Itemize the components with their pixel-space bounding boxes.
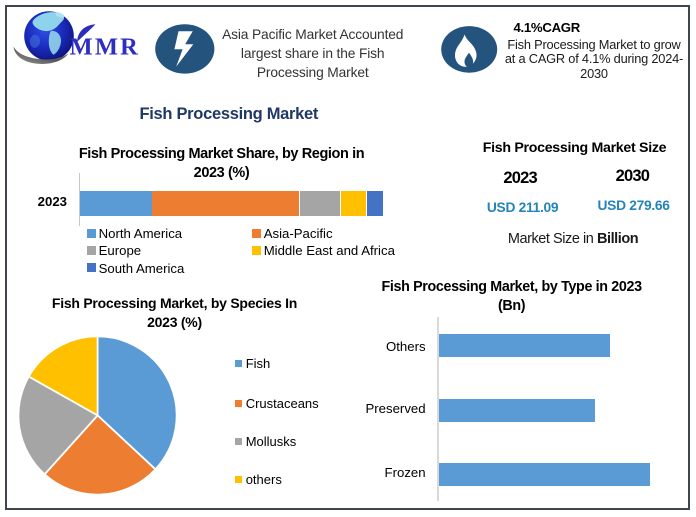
svg-text:MMR: MMR xyxy=(70,33,141,60)
